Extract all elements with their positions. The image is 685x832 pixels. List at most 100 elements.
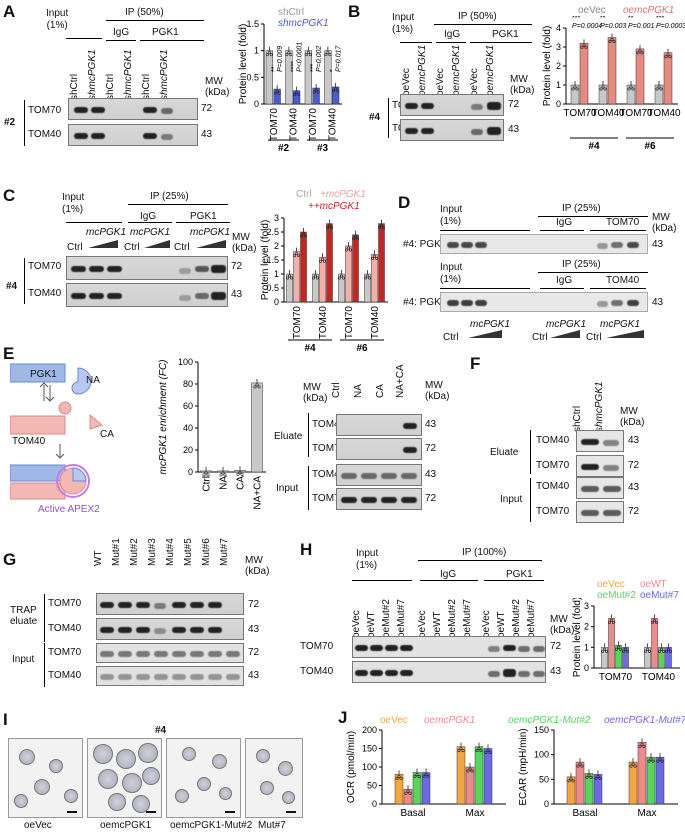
ctrl-label: Ctrl — [174, 242, 190, 253]
clone-label: #4 — [369, 112, 381, 123]
x-tick-label: TOM70 — [308, 108, 319, 142]
divider — [176, 222, 230, 223]
bar — [273, 88, 281, 105]
data-point — [380, 224, 384, 228]
data-point — [658, 649, 662, 653]
data-point — [631, 87, 635, 91]
data-point — [320, 257, 324, 261]
y-tick-label: 3 — [584, 601, 589, 611]
data-point — [585, 775, 589, 779]
blot-input-tom40 — [96, 666, 244, 686]
input-label: Input (1%) — [356, 548, 379, 571]
bar — [608, 618, 615, 669]
divider — [66, 222, 122, 223]
data-point — [406, 789, 410, 793]
trap-eluate-label: TRAP eluate — [10, 605, 38, 627]
bar — [364, 273, 371, 303]
divider — [66, 38, 102, 39]
bar — [304, 50, 312, 105]
data-point — [477, 747, 481, 751]
data-point — [299, 234, 303, 238]
input-label: Input (1%) — [392, 12, 415, 35]
data-point — [576, 764, 580, 768]
bar — [285, 50, 293, 105]
bar — [300, 231, 307, 303]
lane-label: Mut#3 — [147, 538, 158, 566]
data-point — [479, 749, 483, 753]
na-shape — [71, 367, 92, 395]
ip-label: IP (100%) — [462, 547, 507, 558]
data-point — [614, 647, 618, 651]
panel-label-b: B — [348, 2, 361, 21]
divider — [538, 216, 648, 217]
divider — [434, 24, 532, 25]
divider — [538, 272, 648, 273]
x-tick-label: Ctrl — [202, 476, 213, 492]
lane-label: oeMut#2 — [381, 599, 392, 638]
divider — [530, 430, 531, 474]
data-point — [667, 647, 671, 651]
group-label: #2 — [278, 143, 290, 154]
data-point — [488, 750, 492, 754]
data-point — [334, 87, 338, 91]
blot-eluate-tom40 — [336, 414, 422, 436]
divider — [352, 580, 412, 581]
data-point — [660, 647, 664, 651]
data-point — [312, 90, 316, 94]
data-point — [326, 226, 330, 230]
data-point — [651, 620, 655, 624]
data-point — [633, 764, 637, 768]
data-point — [306, 51, 310, 55]
legend-oemcpgk1: oemcPGK1 — [623, 5, 675, 16]
blot-pgk1-tom40 — [440, 292, 648, 312]
ctrl-label: Ctrl — [124, 242, 140, 253]
data-point — [253, 385, 257, 389]
data-point — [656, 759, 660, 763]
data-point — [629, 85, 633, 89]
data-point — [413, 775, 417, 779]
data-point — [475, 749, 479, 753]
data-point — [665, 649, 669, 653]
divider — [388, 98, 389, 138]
data-point — [338, 276, 342, 280]
bar — [352, 234, 359, 303]
lane-label: oemcPGK1 — [451, 44, 462, 96]
clone-label: #4 — [155, 725, 167, 736]
p-value: P=0.001 — [628, 23, 654, 30]
divider — [530, 478, 531, 522]
igg-label: IgG — [444, 29, 461, 40]
data-point — [277, 91, 281, 95]
data-point — [584, 45, 588, 49]
row-label: TOM70 — [536, 506, 570, 517]
data-point — [582, 43, 586, 47]
row-label: TOM70 — [28, 261, 62, 272]
data-point — [292, 254, 296, 258]
data-point — [314, 88, 318, 92]
x-tick-label: TOM40 — [647, 108, 681, 119]
bar — [663, 52, 673, 105]
data-point — [668, 55, 672, 59]
data-point — [657, 85, 661, 89]
lane-label: shCtrl — [572, 405, 583, 432]
row-label: TOM40 — [48, 670, 82, 681]
bar — [378, 223, 385, 303]
data-point — [662, 649, 666, 653]
divider — [418, 560, 542, 561]
group-label: #4 — [588, 141, 600, 152]
data-point — [640, 742, 644, 746]
chart-j-ocr: 0 50 100 150 200 OCR (pmol/min) Basal Max — [346, 725, 506, 819]
data-point — [368, 276, 372, 280]
y-axis-label: Protein level (fold) — [260, 220, 271, 301]
data-point — [275, 89, 279, 93]
lane-label: oeWT — [432, 611, 443, 638]
data-point — [415, 773, 419, 777]
mw-43: 43 — [652, 297, 664, 308]
legend-plusplus: ++mcPGK1 — [308, 201, 360, 212]
y-tick-label: 0 — [584, 663, 589, 673]
y-tick-label: 3 — [274, 213, 279, 223]
panel-label-h: H — [300, 540, 313, 559]
data-point — [308, 53, 312, 57]
chart-e: 0 20 40 60 80 100 mcPGK1 enrichment (FC) Ctrl NA… — [158, 357, 266, 510]
